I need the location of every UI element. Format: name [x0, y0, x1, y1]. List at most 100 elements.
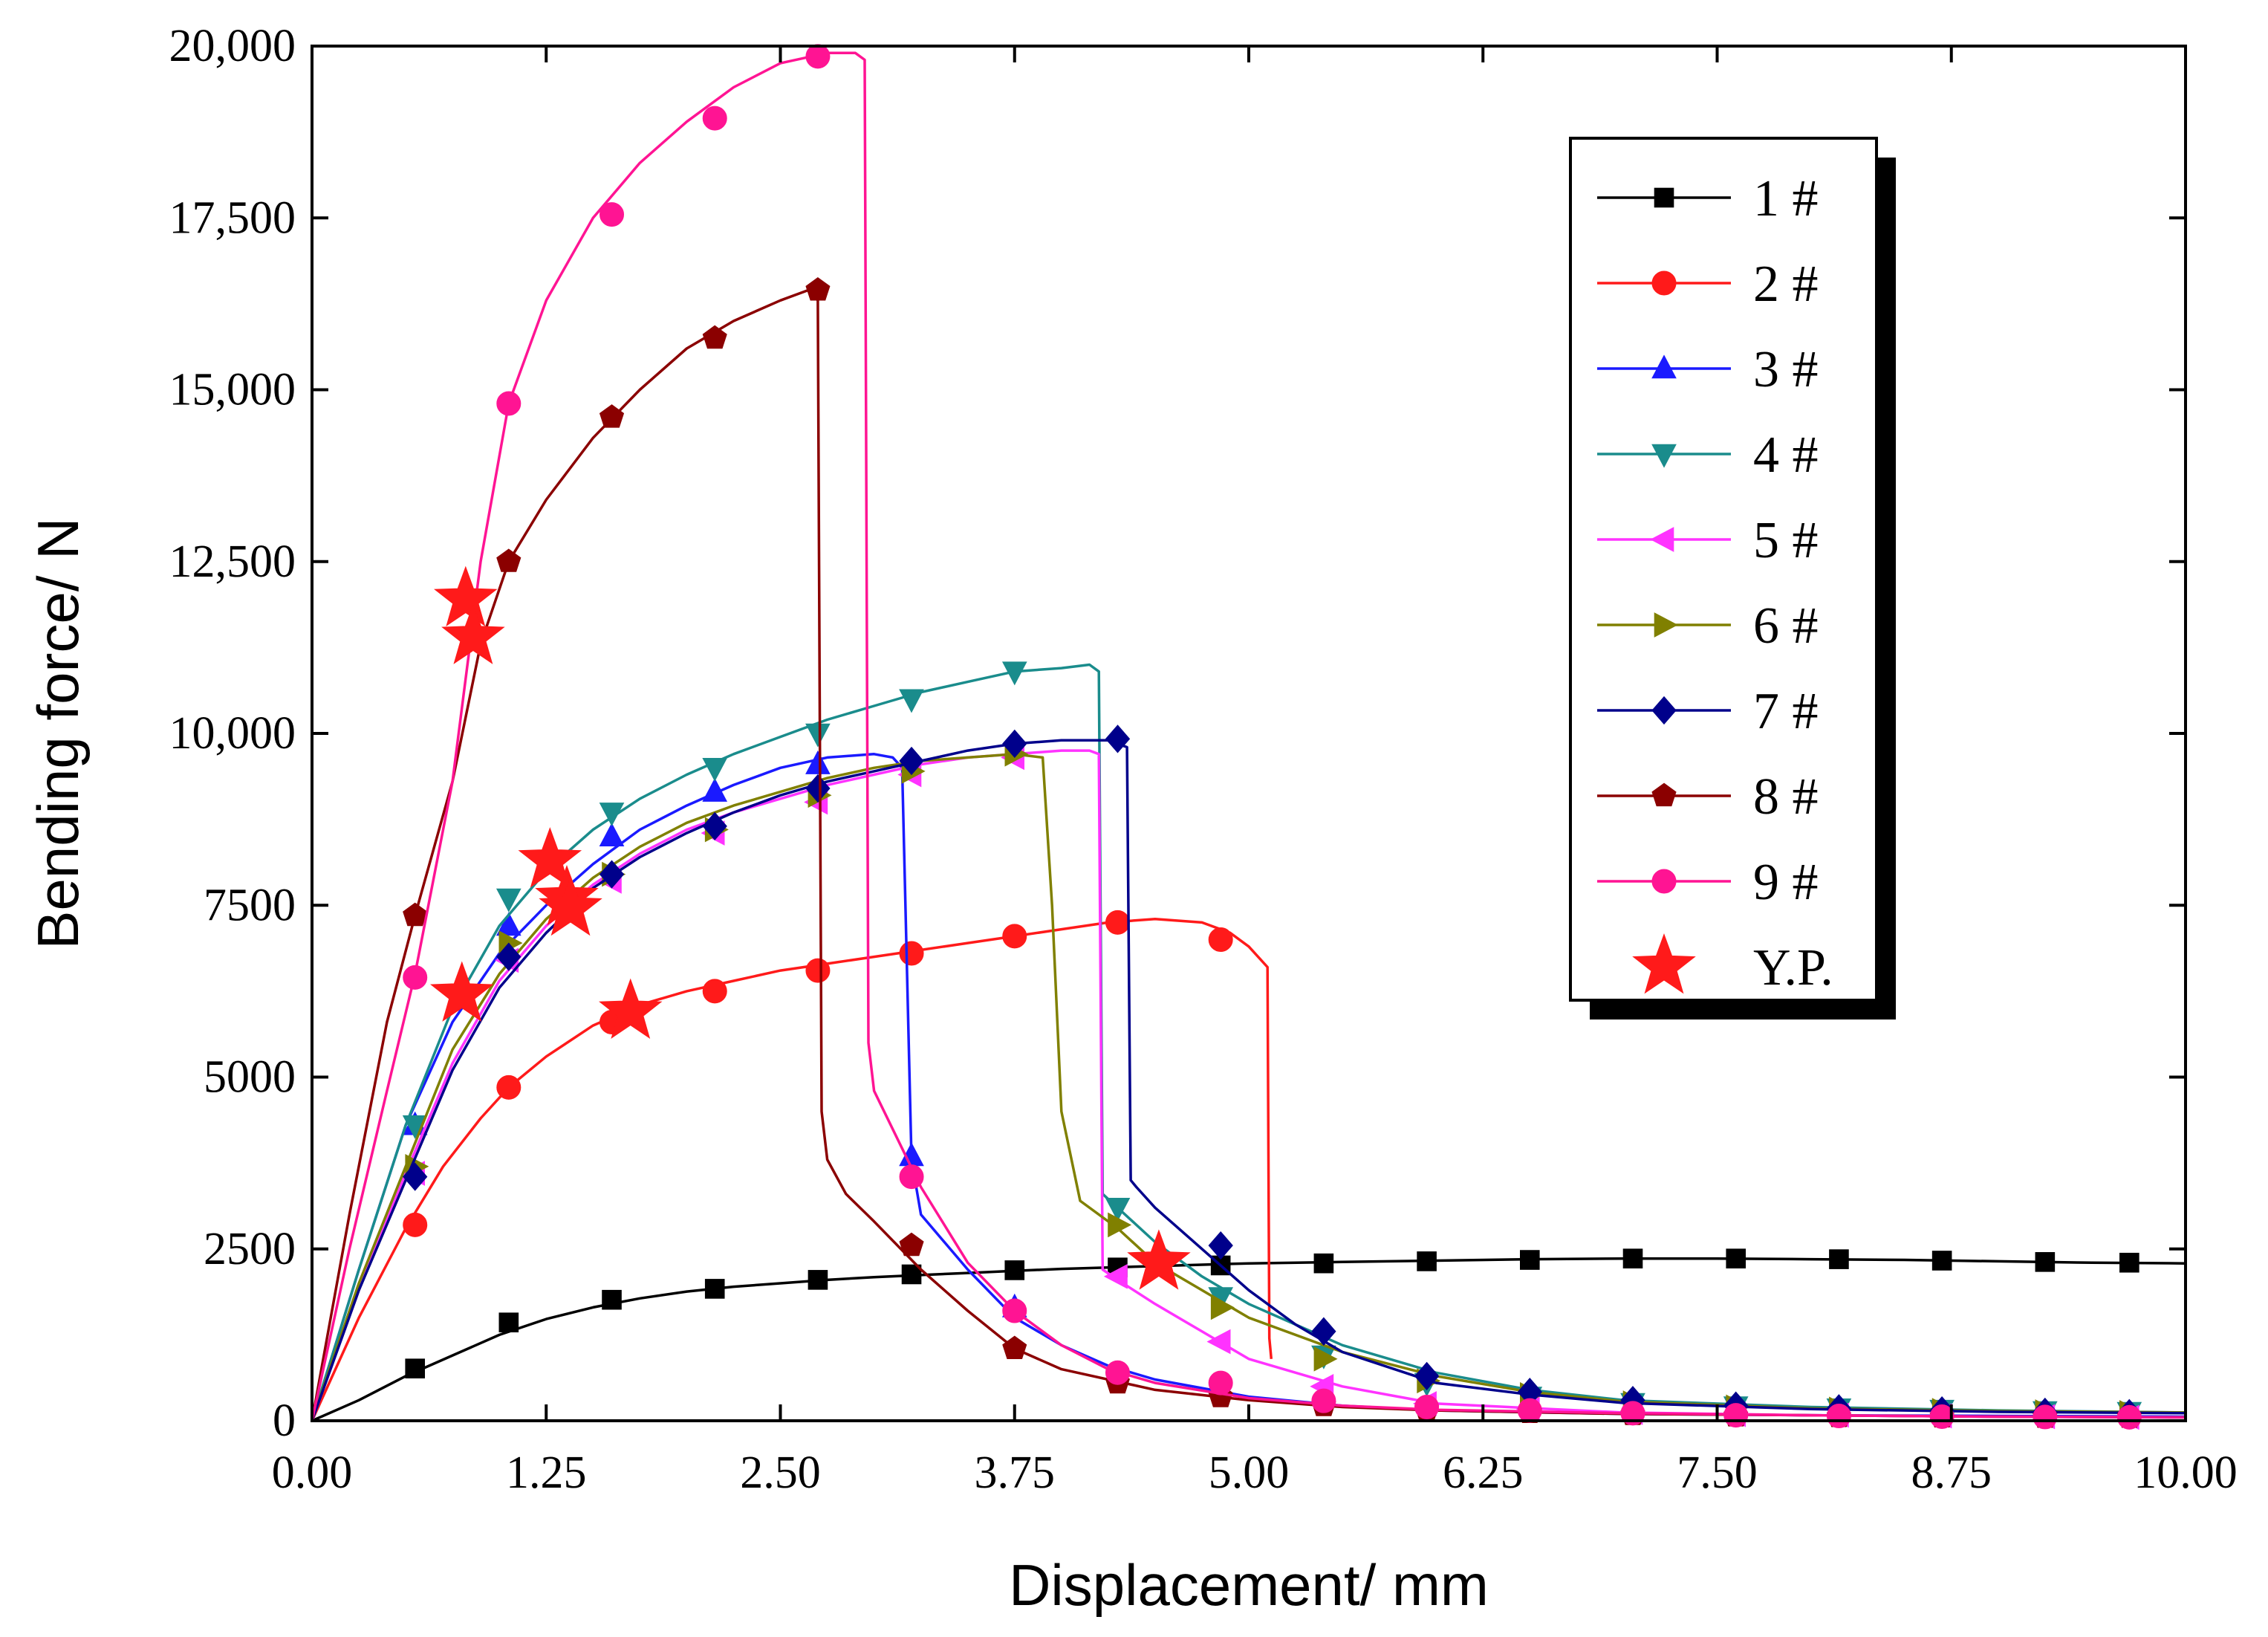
legend-item-3-label: 3 #: [1753, 341, 1819, 398]
series-9-point: [702, 106, 727, 131]
y-tick-label: 10,000: [169, 708, 296, 759]
series-layer: [311, 44, 2186, 1430]
series-7-point: [599, 860, 625, 889]
legend-item-4: 4 #: [1597, 427, 1819, 484]
legend-item-3-marker: [1651, 354, 1677, 379]
x-tick-label: 0.00: [272, 1448, 353, 1498]
series-8-point: [805, 276, 831, 301]
series-1-point: [2035, 1252, 2056, 1272]
legend-item-5: 5 #: [1597, 512, 1819, 569]
series-4-point: [495, 888, 521, 912]
series-2-point: [496, 1074, 521, 1100]
series-6-point: [1313, 1346, 1338, 1372]
series-8-point: [599, 404, 625, 428]
series-7-point: [702, 811, 727, 841]
series-y-p-point: [539, 875, 602, 936]
y-tick-label: 15,000: [169, 365, 296, 415]
series-1-point: [704, 1279, 725, 1299]
series-7-point: [899, 746, 924, 776]
legend-item-9-label: 9 #: [1753, 854, 1819, 911]
series-5-point: [1103, 1263, 1128, 1289]
legend-item-7-label: 7 #: [1753, 683, 1819, 740]
legend-item-9: 9 #: [1597, 854, 1819, 911]
series-y-p-point: [441, 603, 505, 664]
legend-item-2-marker: [1651, 270, 1677, 296]
legend-item-5-label: 5 #: [1753, 512, 1819, 569]
legend-item-y-p: Y.P.: [1632, 933, 1833, 996]
series-9-point: [1517, 1398, 1542, 1423]
series-1-point: [1004, 1260, 1025, 1280]
series-2-point: [1105, 910, 1130, 935]
y-tick-label: 0: [273, 1395, 296, 1446]
legend-item-8: 8 #: [1597, 768, 1819, 826]
series-9-point: [496, 391, 521, 416]
series-9-point: [805, 44, 831, 69]
x-tick-label: 6.25: [1443, 1448, 1524, 1498]
series-8-point: [1002, 1335, 1027, 1359]
series-2-point: [1002, 924, 1027, 949]
series-4-point: [702, 758, 728, 782]
series-7-point: [1208, 1231, 1233, 1260]
series-4-point: [1105, 1198, 1131, 1222]
legend-box: [1569, 137, 1878, 1002]
x-tick-label: 2.50: [740, 1448, 821, 1498]
series-1-point: [808, 1270, 828, 1290]
y-tick-label: 7500: [204, 880, 296, 930]
series-8-point: [702, 325, 727, 349]
series-9-point: [1311, 1388, 1336, 1413]
series-1-point: [1622, 1248, 1643, 1269]
x-tick-label: 10.00: [2134, 1448, 2238, 1498]
series-9-point: [2116, 1404, 2142, 1430]
series-1-point: [602, 1289, 622, 1310]
series-7-point: [496, 942, 521, 971]
x-axis-title: Displacement/ mm: [1009, 1552, 1489, 1618]
series-9-point: [600, 202, 625, 227]
legend-item-y-p-label: Y.P.: [1753, 939, 1833, 996]
series-4-point: [599, 803, 625, 827]
series-7-point: [1002, 729, 1027, 759]
legend-item-7: 7 #: [1597, 683, 1819, 740]
series-y-p: [430, 565, 1191, 1290]
series-4-point: [899, 689, 924, 713]
y-tick-label: 20,000: [169, 21, 296, 71]
series-8-point: [403, 902, 428, 927]
legend-item-4-label: 4 #: [1753, 427, 1819, 484]
series-1-point: [1313, 1253, 1334, 1274]
series-7-point: [403, 1162, 428, 1191]
series-1-point: [1931, 1251, 1952, 1271]
legend-item-1-marker: [1654, 187, 1674, 208]
series-6-point: [1210, 1294, 1235, 1320]
legend-item-9-marker: [1651, 869, 1677, 894]
series-9-point: [1414, 1395, 1440, 1419]
series-3-point: [702, 777, 728, 802]
series-y-p-point: [518, 827, 582, 888]
series-1-point: [1417, 1251, 1437, 1271]
series-1-point: [405, 1358, 426, 1379]
legend-item-1: 1 #: [1597, 170, 1819, 227]
series-9-point: [1208, 1370, 1233, 1395]
series-2-point: [403, 1212, 428, 1237]
legend-item-3: 3 #: [1597, 341, 1819, 398]
series-2-point: [805, 958, 831, 983]
legend-item-7-marker: [1651, 696, 1677, 725]
legend-item-8-label: 8 #: [1753, 768, 1819, 826]
series-7-point: [805, 774, 831, 803]
x-tick-label: 5.00: [1209, 1448, 1290, 1498]
legend-item-y-p-marker: [1632, 933, 1696, 994]
series-9-point: [1105, 1360, 1130, 1385]
series-1-point: [1726, 1248, 1747, 1269]
series-9-point: [1826, 1404, 1851, 1429]
legend-item-2: 2 #: [1597, 256, 1819, 313]
legend-item-2-label: 2 #: [1753, 256, 1819, 313]
series-3-point: [805, 750, 831, 774]
series-9-point: [899, 1164, 924, 1190]
series-9-point: [1002, 1298, 1027, 1323]
y-tick-label: 17,500: [169, 192, 296, 243]
series-y-p-point: [434, 565, 498, 626]
series-8-point: [899, 1232, 924, 1257]
series-5-point: [1206, 1329, 1231, 1355]
series-y-p-point: [430, 961, 494, 1022]
series-6-point: [1108, 1212, 1132, 1238]
y-tick-label: 2500: [204, 1224, 296, 1274]
